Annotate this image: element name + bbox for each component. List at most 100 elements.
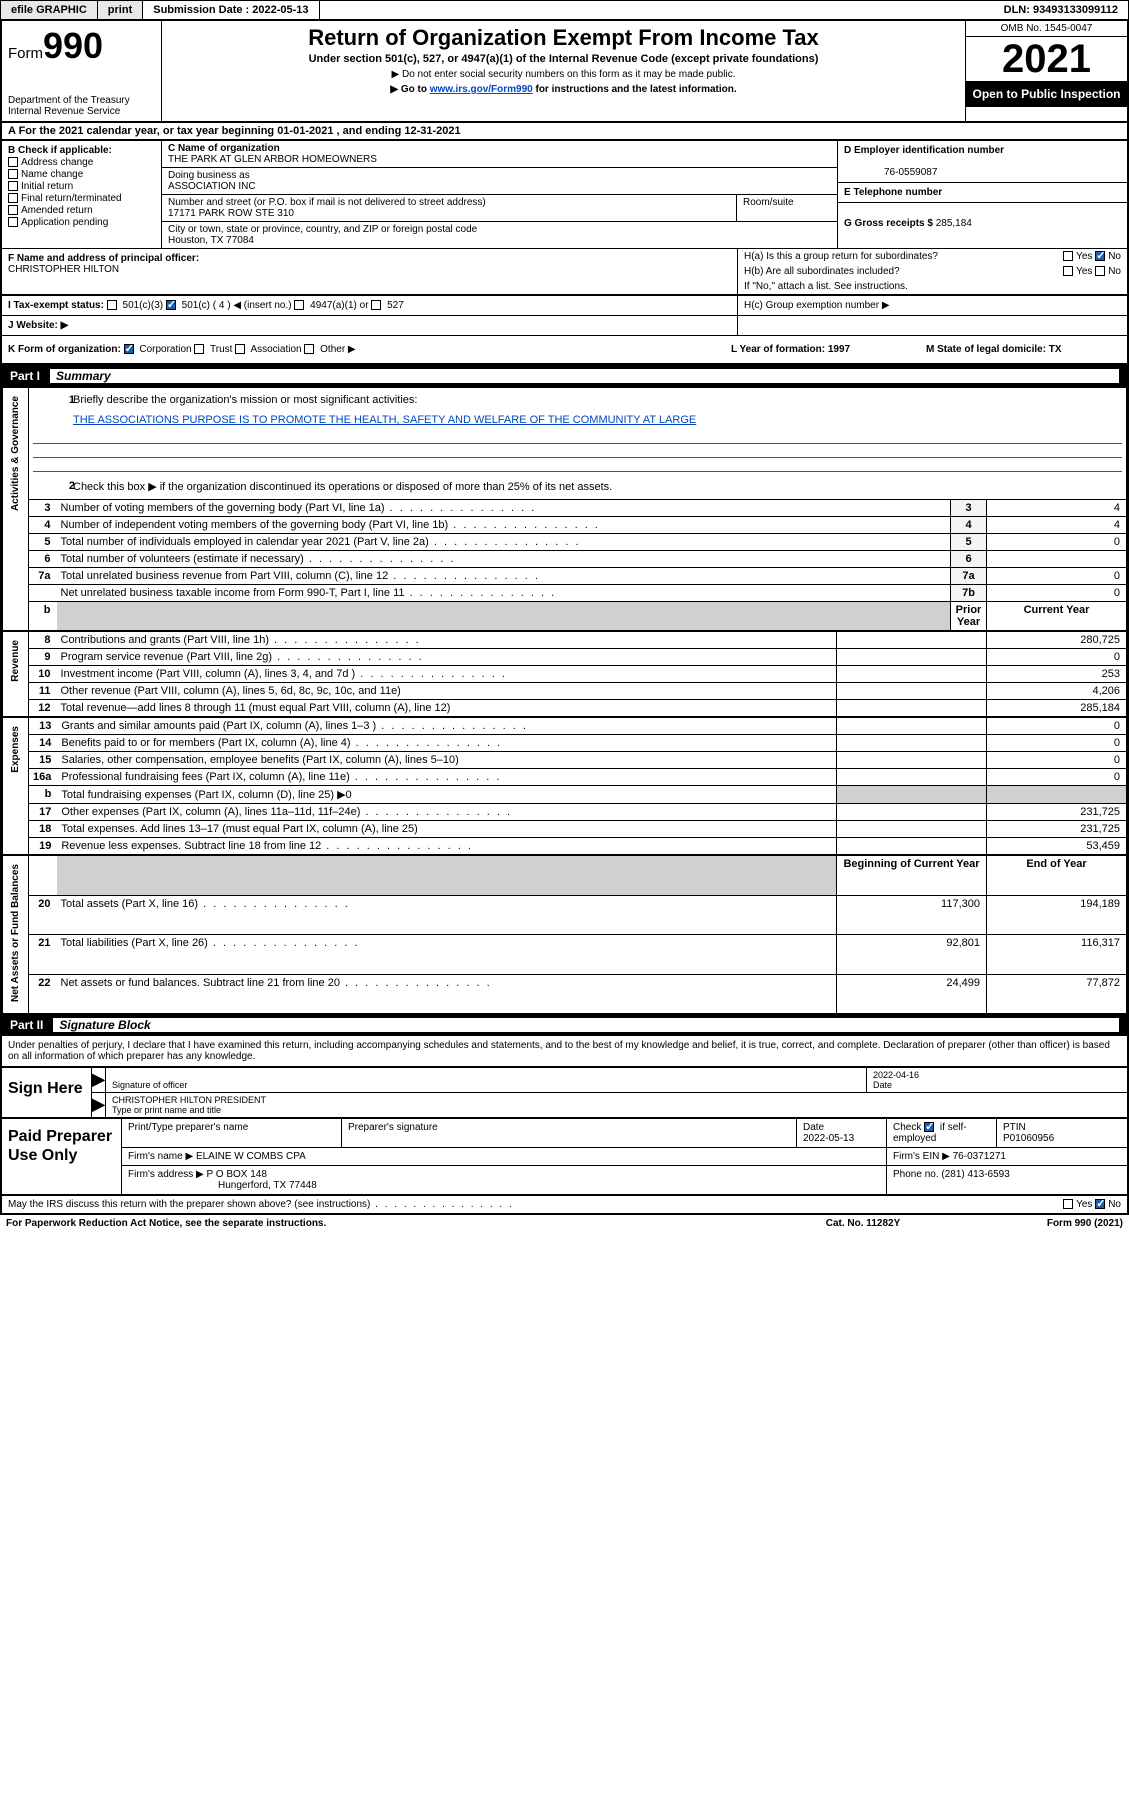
cat-no: Cat. No. 11282Y [763, 1218, 963, 1229]
state-domicile: M State of legal domicile: TX [926, 344, 1121, 355]
row-j: J Website: ▶ [0, 316, 1129, 336]
sig-date: 2022-04-16 [873, 1070, 919, 1080]
row-i: I Tax-exempt status: 501(c)(3) 501(c) ( … [0, 296, 1129, 316]
hb-label: H(b) Are all subordinates included? [744, 266, 900, 277]
table-row: 10Investment income (Part VIII, column (… [3, 666, 1127, 683]
room-label: Room/suite [737, 195, 837, 221]
chk-initial[interactable] [8, 181, 18, 191]
sig-arrow-icon: ▶ [92, 1093, 106, 1117]
table-row: 14Benefits paid to or for members (Part … [3, 735, 1127, 752]
chk-trust[interactable] [194, 344, 204, 354]
hb-yes[interactable] [1063, 266, 1073, 276]
table-row: 18Total expenses. Add lines 13–17 (must … [3, 821, 1127, 838]
irs-discuss-q: May the IRS discuss this return with the… [8, 1199, 1063, 1210]
discuss-yes[interactable] [1063, 1199, 1073, 1209]
hb-no[interactable] [1095, 266, 1105, 276]
table-row: 17Other expenses (Part IX, column (A), l… [3, 804, 1127, 821]
sign-block: Sign Here ▶ Signature of officer 2022-04… [0, 1068, 1129, 1119]
form-number: Form990 [8, 25, 155, 67]
preparer-label: Paid Preparer Use Only [2, 1119, 122, 1194]
preparer-block: Paid Preparer Use Only Print/Type prepar… [0, 1119, 1129, 1196]
tax-year: 2021 [966, 37, 1127, 81]
table-row: 6Total number of volunteers (estimate if… [3, 551, 1127, 568]
city-label: City or town, state or province, country… [168, 224, 477, 235]
footer: For Paperwork Reduction Act Notice, see … [0, 1215, 1129, 1232]
prep-sig-label: Preparer's signature [342, 1119, 797, 1147]
chk-501c[interactable] [166, 300, 176, 310]
form-title: Return of Organization Exempt From Incom… [170, 25, 957, 51]
row-a-period: A For the 2021 calendar year, or tax yea… [0, 123, 1129, 141]
phone-label: E Telephone number [844, 187, 942, 198]
year-formation: L Year of formation: 1997 [731, 344, 926, 355]
chk-corp[interactable] [124, 344, 134, 354]
chk-527[interactable] [371, 300, 381, 310]
sig-name: CHRISTOPHER HILTON PRESIDENT [112, 1095, 266, 1105]
gross-value: 285,184 [936, 218, 972, 229]
mission-text[interactable]: THE ASSOCIATIONS PURPOSE IS TO PROMOTE T… [73, 414, 696, 426]
irs-link[interactable]: www.irs.gov/Form990 [430, 84, 533, 95]
chk-final[interactable] [8, 193, 18, 203]
ha-no[interactable] [1095, 251, 1105, 261]
officer-name: CHRISTOPHER HILTON [8, 264, 119, 275]
tax-status-label: I Tax-exempt status: [8, 300, 104, 311]
print-button[interactable]: print [98, 1, 143, 19]
irs-label: Internal Revenue Service [8, 106, 155, 117]
dln: DLN: 93493133099112 [994, 1, 1128, 19]
side-exp: Expenses [10, 720, 21, 779]
part1-header: Part I Summary [0, 365, 1129, 387]
prep-date: 2022-05-13 [803, 1133, 854, 1144]
chk-assoc[interactable] [235, 344, 245, 354]
chk-other[interactable] [304, 344, 314, 354]
expenses-table: Expenses 13Grants and similar amounts pa… [2, 717, 1127, 855]
sig-date-label: Date [873, 1080, 892, 1090]
org-name: THE PARK AT GLEN ARBOR HOMEOWNERS [168, 154, 377, 165]
table-row: Net unrelated business taxable income fr… [3, 585, 1127, 602]
table-row: 16aProfessional fundraising fees (Part I… [3, 769, 1127, 786]
discuss-no[interactable] [1095, 1199, 1105, 1209]
row-klm: K Form of organization: Corporation Trus… [0, 336, 1129, 365]
efile-label: efile GRAPHIC [1, 1, 98, 19]
website-label: J Website: ▶ [2, 316, 737, 335]
sig-officer-label: Signature of officer [112, 1080, 187, 1090]
form-footer: Form 990 (2021) [963, 1218, 1123, 1229]
org-info-block: B Check if applicable: Address change Na… [0, 141, 1129, 248]
firm-ein: 76-0371271 [953, 1151, 1006, 1162]
governance-table: Activities & Governance 1Briefly describ… [2, 387, 1127, 631]
hb-note: If "No," attach a list. See instructions… [738, 279, 1127, 294]
row-fh: F Name and address of principal officer:… [0, 248, 1129, 296]
chk-name[interactable] [8, 169, 18, 179]
form-header: Form990 Department of the Treasury Inter… [0, 20, 1129, 123]
submission-date: Submission Date : 2022-05-13 [143, 1, 319, 19]
name-label: C Name of organization [168, 143, 280, 154]
omb-number: OMB No. 1545-0047 [966, 21, 1127, 37]
ha-yes[interactable] [1063, 251, 1073, 261]
firm-addr1: P O BOX 148 [207, 1169, 267, 1180]
form-subtitle: Under section 501(c), 527, or 4947(a)(1)… [170, 53, 957, 65]
chk-pending[interactable] [8, 217, 18, 227]
table-row: 12Total revenue—add lines 8 through 11 (… [3, 700, 1127, 717]
chk-self-employed[interactable] [924, 1122, 934, 1132]
mission-q: Briefly describe the organization's miss… [73, 394, 417, 406]
chk-501c3[interactable] [107, 300, 117, 310]
ein-label: D Employer identification number [844, 145, 1004, 156]
netassets-table: Net Assets or Fund Balances Beginning of… [2, 855, 1127, 1014]
chk-4947[interactable] [294, 300, 304, 310]
chk-amended[interactable] [8, 205, 18, 215]
city-value: Houston, TX 77084 [168, 235, 254, 246]
table-row: 9Program service revenue (Part VIII, lin… [3, 649, 1127, 666]
ptin: P01060956 [1003, 1133, 1054, 1144]
table-row: 15Salaries, other compensation, employee… [3, 752, 1127, 769]
side-gov: Activities & Governance [10, 390, 21, 517]
gross-label: G Gross receipts $ [844, 218, 933, 229]
note-ssn: ▶ Do not enter social security numbers o… [170, 69, 957, 80]
firm-phone: (281) 413-6593 [941, 1169, 1009, 1180]
dept-label: Department of the Treasury [8, 95, 155, 106]
firm-name: ELAINE W COMBS CPA [196, 1151, 306, 1162]
side-rev: Revenue [10, 634, 21, 688]
top-bar: efile GRAPHIC print Submission Date : 20… [0, 0, 1129, 20]
table-row: 22Net assets or fund balances. Subtract … [3, 974, 1127, 1014]
box-b-label: B Check if applicable: [8, 145, 155, 156]
sig-name-label: Type or print name and title [112, 1105, 221, 1115]
chk-address[interactable] [8, 157, 18, 167]
irs-discuss-row: May the IRS discuss this return with the… [0, 1196, 1129, 1215]
